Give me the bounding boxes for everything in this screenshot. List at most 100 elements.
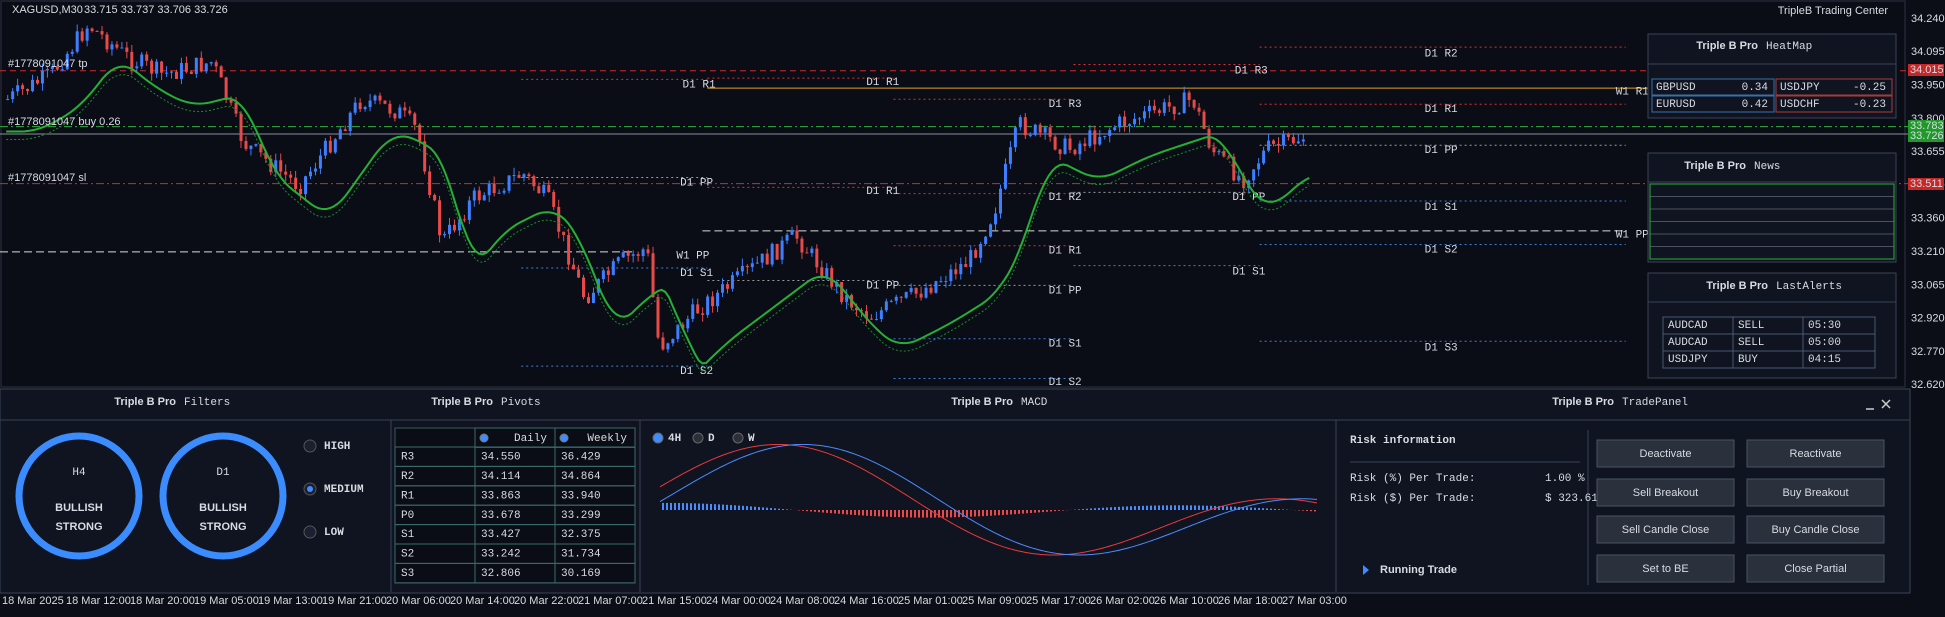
candle-body <box>110 44 113 49</box>
macd-histogram <box>1102 508 1104 510</box>
pivot-label: D1 R1 <box>683 79 716 91</box>
candle-body <box>513 175 516 176</box>
macd-histogram <box>1178 505 1180 510</box>
candle-body <box>572 265 575 270</box>
radio[interactable] <box>480 434 488 442</box>
candle-body <box>647 249 650 253</box>
radio[interactable] <box>693 433 703 443</box>
macd-histogram <box>742 506 744 510</box>
candle-body <box>190 72 193 74</box>
candle-body <box>498 193 501 194</box>
radio[interactable] <box>304 526 316 538</box>
radio[interactable] <box>560 434 568 442</box>
macd-histogram <box>1190 505 1192 510</box>
macd-histogram <box>1142 506 1144 510</box>
candle-body <box>915 288 918 294</box>
macd-histogram <box>710 504 712 510</box>
risk-value: $ 323.61 <box>1545 493 1598 505</box>
candle-body <box>1277 144 1280 146</box>
candle-body <box>652 253 655 297</box>
candle-body <box>364 107 367 109</box>
candle-body <box>1009 147 1012 164</box>
candle-body <box>453 225 456 231</box>
button-label[interactable]: Buy Candle Close <box>1771 524 1859 536</box>
macd-histogram <box>1302 510 1304 511</box>
candle-body <box>101 31 104 34</box>
candle-body <box>542 185 545 193</box>
candle-body <box>1078 144 1081 155</box>
gauge-timeframe: H4 <box>72 467 86 479</box>
macd-histogram <box>898 510 900 517</box>
macd-histogram <box>814 510 816 512</box>
macd-histogram <box>1134 506 1136 510</box>
candle-body <box>900 297 903 298</box>
candle-body <box>354 103 357 113</box>
macd-histogram <box>694 503 696 510</box>
alert-text: SELL <box>1738 337 1764 349</box>
candle-body <box>309 172 312 177</box>
candle-body <box>527 174 530 176</box>
candle-body <box>671 339 674 343</box>
macd-histogram <box>890 510 892 517</box>
pivot-label: D1 R3 <box>1049 99 1082 111</box>
candle-body <box>949 269 952 281</box>
candle-body <box>41 70 44 83</box>
pivot-cell-text: S3 <box>401 568 414 580</box>
strength: 0.42 <box>1742 99 1768 111</box>
pivot-cell-text: 34.114 <box>481 471 521 483</box>
macd-histogram <box>906 510 908 517</box>
button-label[interactable]: Sell Candle Close <box>1622 524 1709 536</box>
candle-body <box>691 304 694 318</box>
candle-body <box>1153 106 1156 110</box>
macd-histogram <box>838 510 840 514</box>
candle-body <box>989 224 992 236</box>
pivot-label: D1 R2 <box>1049 192 1082 204</box>
timeframe: D <box>708 433 715 445</box>
candle-body <box>438 200 441 235</box>
time-label: 18 Mar 2025 <box>2 595 64 607</box>
radio[interactable] <box>304 440 316 452</box>
macd-histogram <box>738 506 740 510</box>
macd-histogram <box>1078 509 1080 510</box>
macd-histogram <box>1122 507 1124 510</box>
pivot-label: W1 R1 <box>1616 87 1649 99</box>
radio[interactable] <box>733 433 743 443</box>
price-tag-label: 34.015 <box>1910 64 1944 76</box>
button-label[interactable]: Set to BE <box>1642 563 1688 575</box>
macd-histogram <box>1082 509 1084 510</box>
candle-body <box>1158 110 1161 113</box>
button-label[interactable]: Sell Breakout <box>1633 487 1698 499</box>
candle-body <box>751 263 754 267</box>
candle-body <box>210 62 213 63</box>
pivot-cell-text: 33.678 <box>481 510 521 522</box>
candle-body <box>150 61 153 74</box>
pivot-cell-text: 34.550 <box>481 452 521 464</box>
candle-body <box>1113 127 1116 130</box>
button-label[interactable]: Deactivate <box>1640 448 1692 460</box>
candle-body <box>195 58 198 74</box>
macd-histogram <box>718 504 720 510</box>
candle-body <box>1217 151 1220 152</box>
macd-histogram <box>998 510 1000 515</box>
running-trade[interactable]: Running Trade <box>1380 564 1457 576</box>
candle-body <box>895 297 898 301</box>
panel-brand: Triple B Pro <box>431 396 493 408</box>
macd-histogram <box>1094 508 1096 510</box>
macd-histogram <box>878 510 880 516</box>
pivot-label: D1 PP <box>866 280 899 292</box>
candle-body <box>756 263 759 264</box>
panel-title: MACD <box>1021 397 1048 409</box>
button-label[interactable]: Close Partial <box>1784 563 1846 575</box>
candle-body <box>1093 130 1096 144</box>
candle-body <box>508 175 511 190</box>
radio[interactable] <box>653 433 663 443</box>
button-label[interactable]: Reactivate <box>1790 448 1842 460</box>
pivot-label: D1 S1 <box>680 268 713 280</box>
macd-histogram <box>842 510 844 514</box>
candle-body <box>369 101 372 108</box>
candle-body <box>602 270 605 279</box>
pivot-cell-text: P0 <box>401 510 414 522</box>
candle-body <box>920 294 923 298</box>
candle-body <box>175 72 178 79</box>
button-label[interactable]: Buy Breakout <box>1782 487 1848 499</box>
